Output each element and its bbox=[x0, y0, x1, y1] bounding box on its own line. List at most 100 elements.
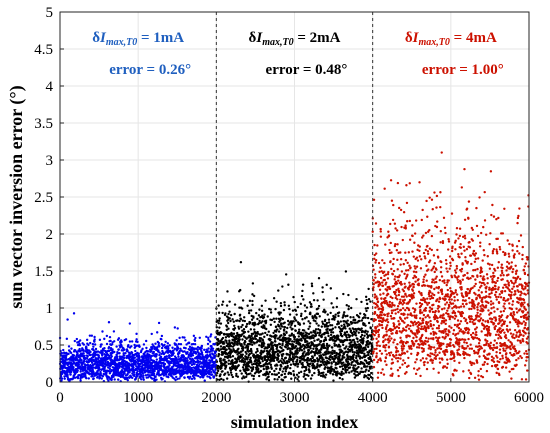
data-point bbox=[251, 299, 254, 303]
data-point bbox=[142, 374, 145, 377]
data-point bbox=[363, 334, 366, 337]
data-point bbox=[424, 342, 427, 346]
data-point bbox=[339, 332, 343, 335]
data-point bbox=[354, 364, 357, 367]
data-point bbox=[395, 229, 399, 232]
data-point bbox=[388, 300, 392, 304]
data-point bbox=[427, 337, 430, 340]
data-point bbox=[277, 354, 280, 358]
data-point bbox=[373, 312, 377, 315]
data-point bbox=[399, 251, 402, 254]
data-point bbox=[184, 346, 187, 350]
data-point bbox=[423, 363, 426, 367]
data-point bbox=[134, 363, 137, 366]
data-point bbox=[151, 377, 154, 380]
data-point bbox=[401, 238, 404, 242]
data-point bbox=[78, 347, 81, 351]
data-point bbox=[307, 327, 310, 331]
data-point bbox=[364, 295, 368, 299]
data-point bbox=[416, 352, 420, 355]
data-point bbox=[123, 372, 126, 375]
data-point bbox=[221, 370, 224, 373]
data-point bbox=[152, 372, 156, 375]
data-point bbox=[241, 353, 244, 356]
data-point bbox=[389, 314, 393, 318]
data-point bbox=[307, 320, 310, 323]
data-point bbox=[264, 319, 268, 323]
data-point bbox=[347, 305, 350, 308]
data-point bbox=[209, 333, 213, 336]
data-point bbox=[314, 330, 317, 333]
data-point bbox=[217, 322, 220, 325]
data-point bbox=[152, 350, 156, 354]
data-point bbox=[447, 312, 450, 316]
data-point bbox=[107, 321, 111, 324]
data-point bbox=[272, 331, 275, 335]
data-point bbox=[221, 336, 225, 340]
data-point bbox=[387, 312, 390, 315]
data-point bbox=[157, 321, 161, 325]
data-point bbox=[222, 378, 225, 382]
data-point bbox=[442, 216, 446, 220]
data-point bbox=[216, 367, 220, 370]
data-point bbox=[178, 377, 181, 380]
data-point bbox=[150, 362, 154, 365]
data-point bbox=[155, 378, 158, 381]
data-point bbox=[173, 347, 177, 350]
data-point bbox=[250, 351, 253, 355]
data-point bbox=[406, 261, 409, 265]
data-point bbox=[273, 369, 276, 373]
data-point bbox=[440, 260, 443, 264]
data-point bbox=[279, 311, 282, 314]
data-point bbox=[337, 322, 340, 325]
data-point bbox=[438, 336, 441, 339]
data-point bbox=[341, 350, 344, 353]
data-point bbox=[293, 300, 296, 304]
data-point bbox=[102, 370, 106, 373]
data-point bbox=[61, 369, 64, 372]
data-point bbox=[409, 312, 412, 315]
data-point bbox=[113, 350, 116, 354]
data-point bbox=[132, 371, 136, 374]
data-point bbox=[396, 350, 400, 353]
data-point bbox=[251, 303, 254, 307]
data-point bbox=[426, 303, 429, 306]
data-point bbox=[257, 314, 261, 317]
data-point bbox=[219, 345, 223, 348]
data-point bbox=[437, 327, 441, 330]
data-point bbox=[406, 324, 410, 327]
data-point bbox=[325, 356, 329, 360]
data-point bbox=[98, 338, 102, 342]
data-point bbox=[365, 368, 368, 371]
data-point bbox=[113, 378, 116, 381]
data-point bbox=[342, 292, 345, 296]
data-point bbox=[446, 358, 449, 361]
data-point bbox=[399, 208, 403, 212]
data-point bbox=[404, 251, 407, 254]
data-point bbox=[431, 310, 435, 314]
data-point bbox=[438, 297, 442, 301]
data-point bbox=[115, 345, 118, 348]
data-point bbox=[419, 308, 422, 312]
data-point bbox=[403, 317, 407, 320]
data-point bbox=[420, 293, 423, 297]
data-point bbox=[420, 258, 423, 261]
data-point bbox=[103, 367, 106, 371]
data-point bbox=[255, 334, 258, 338]
data-point bbox=[326, 313, 329, 316]
data-point bbox=[225, 339, 228, 343]
data-point bbox=[210, 373, 214, 376]
data-point bbox=[389, 260, 392, 263]
data-point bbox=[385, 353, 388, 356]
data-point bbox=[218, 317, 221, 320]
data-point bbox=[435, 225, 439, 229]
data-point bbox=[309, 362, 312, 365]
data-point bbox=[308, 322, 312, 325]
data-point bbox=[444, 297, 447, 301]
data-point bbox=[330, 302, 333, 305]
data-point bbox=[392, 257, 395, 261]
data-point bbox=[309, 377, 313, 380]
data-point bbox=[279, 304, 283, 308]
data-point bbox=[96, 375, 99, 379]
data-point bbox=[147, 350, 150, 353]
